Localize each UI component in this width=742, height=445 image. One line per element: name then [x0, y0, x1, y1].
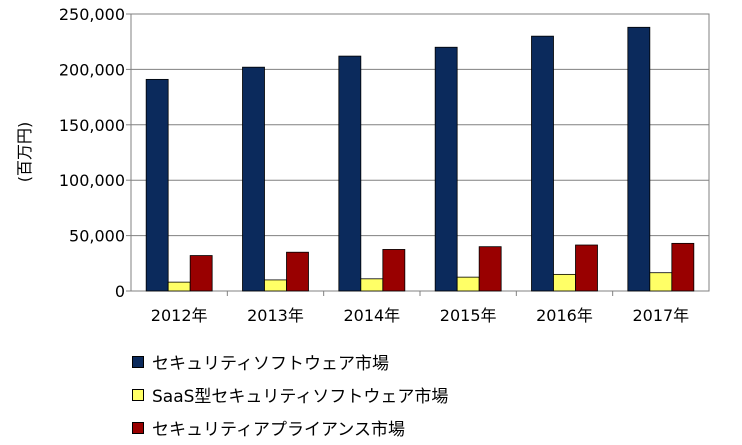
bar-security-software-0: [145, 78, 169, 292]
legend-label-saas-security-software: SaaS型セキュリティソフトウェア市場: [152, 387, 449, 407]
x-tick-label: 2016年: [536, 306, 593, 325]
legend-swatch-saas-security-software: [132, 388, 144, 401]
bar-security-software-1: [242, 66, 265, 292]
bar-saas-security-software-4: [553, 273, 576, 292]
y-tick-label: 150,000: [59, 116, 125, 135]
legend-label-security-software: セキュリティソフトウェア市場: [152, 354, 389, 374]
y-tick-label: 200,000: [59, 60, 125, 79]
x-tick-label: 2013年: [247, 306, 304, 325]
y-tick-label: 0: [115, 282, 125, 301]
bar-security-software-4: [531, 35, 554, 292]
bar-security-appliance-0: [189, 255, 213, 292]
bar-saas-security-software-2: [360, 278, 384, 292]
plot-area: [130, 13, 710, 292]
bar-security-appliance-5: [671, 242, 695, 292]
bar-security-software-3: [434, 46, 458, 292]
legend-item-security-software: セキュリティソフトウェア市場: [132, 345, 448, 378]
legend-item-saas-security-software: SaaS型セキュリティソフトウェア市場: [132, 378, 448, 411]
legend-swatch-security-software: [132, 355, 144, 368]
bars: [145, 26, 695, 292]
legend: セキュリティソフトウェア市場 SaaS型セキュリティソフトウェア市場 セキュリテ…: [132, 345, 448, 444]
bar-security-appliance-1: [286, 251, 309, 292]
bar-saas-security-software-3: [456, 276, 480, 292]
bar-security-appliance-4: [575, 244, 598, 292]
x-tick-labels: 2012年 2013年 2014年 2015年 2016年 2017年: [151, 306, 689, 325]
bar-saas-security-software-1: [264, 279, 287, 292]
y-tick-label: 250,000: [59, 5, 125, 24]
bar-security-software-2: [338, 55, 362, 292]
legend-item-security-appliance: セキュリティアプライアンス市場: [132, 411, 448, 444]
y-axis-label: (百万円): [15, 122, 34, 183]
x-tick-label: 2014年: [343, 306, 400, 325]
y-tick-label: 50,000: [69, 227, 125, 246]
y-tick-labels: 0 50,000 100,000 150,000 200,000 250,000: [59, 5, 125, 301]
bar-security-software-5: [627, 26, 651, 292]
x-tick-label: 2017年: [632, 306, 689, 325]
legend-label-security-appliance: セキュリティアプライアンス市場: [152, 420, 405, 440]
y-tick-label: 100,000: [59, 171, 125, 190]
bar-saas-security-software-0: [167, 281, 191, 292]
legend-swatch-security-appliance: [132, 421, 144, 434]
bar-saas-security-software-5: [649, 272, 673, 292]
bar-security-appliance-3: [478, 246, 502, 292]
gridlines: [126, 13, 709, 296]
bar-security-appliance-2: [382, 249, 406, 292]
x-tick-label: 2012年: [151, 306, 208, 325]
x-tick-label: 2015年: [440, 306, 497, 325]
